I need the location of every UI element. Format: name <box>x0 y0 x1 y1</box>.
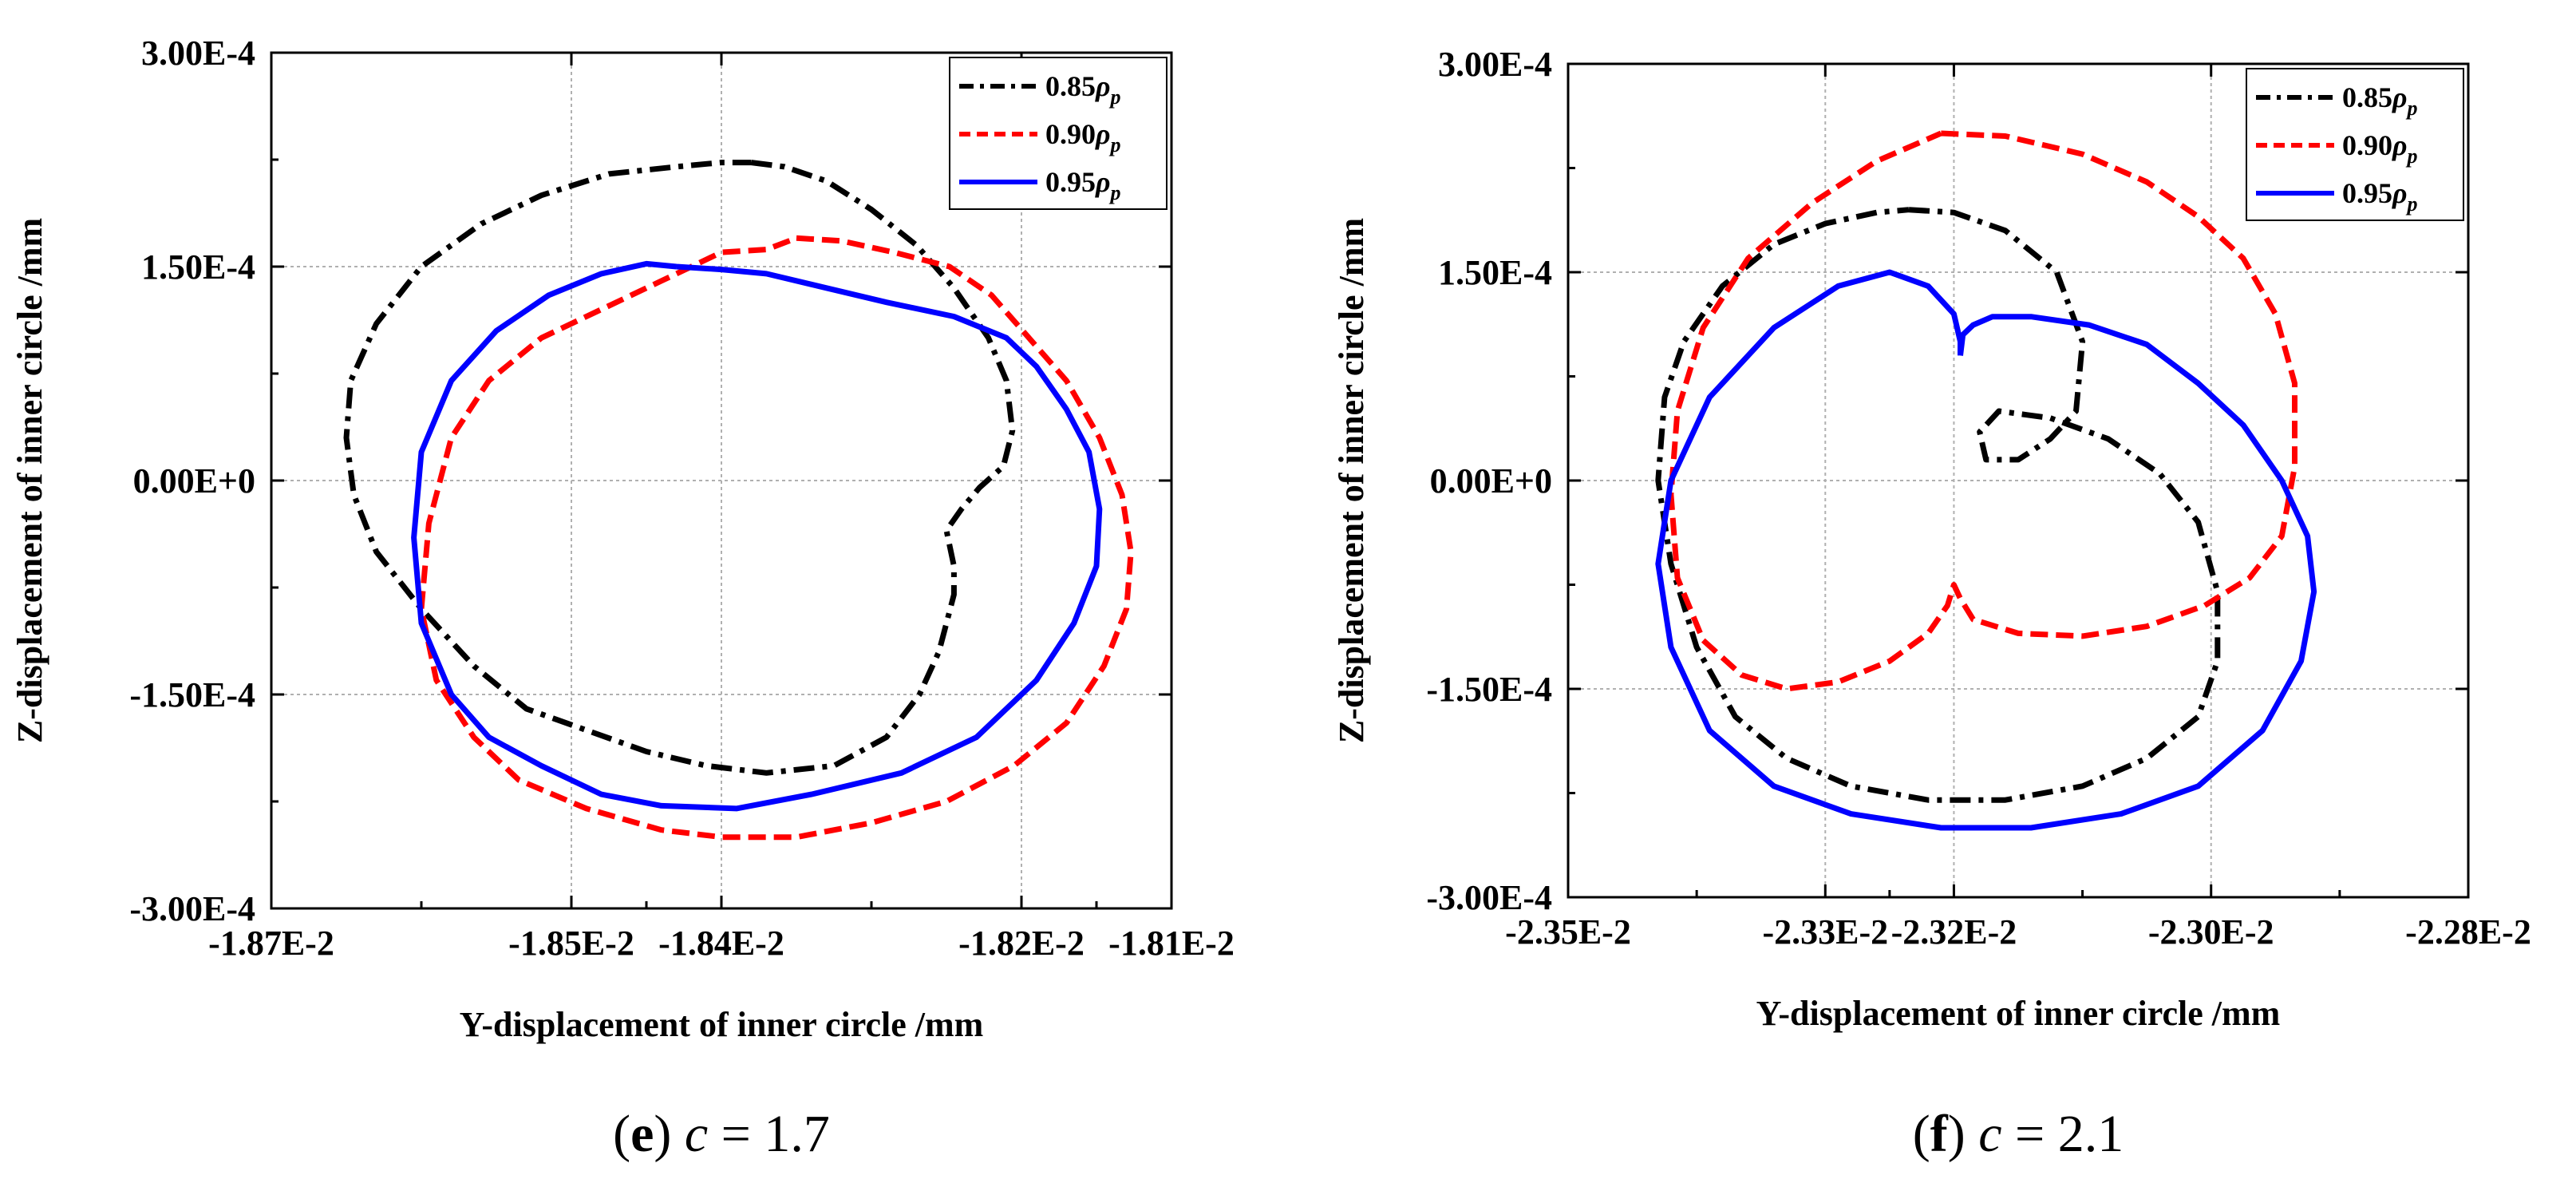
series-line-3 <box>411 260 1103 812</box>
series-line-2 <box>418 235 1134 841</box>
legend-subscript: p <box>2406 97 2418 120</box>
legend-rho: ρ <box>1095 166 1111 198</box>
x-tick-label: -2.35E-2 <box>1505 912 1631 952</box>
y-tick-label: 0.00E+0 <box>133 461 255 500</box>
panel-caption: (f) c = 2.1 <box>1913 1105 2124 1163</box>
legend-rho: ρ <box>2392 81 2408 113</box>
x-tick-label: -2.30E-2 <box>2148 912 2274 952</box>
series-line-1 <box>1655 207 2221 803</box>
panel-caption: (e) c = 1.7 <box>613 1105 830 1163</box>
x-tick-label: -1.84E-2 <box>658 924 784 963</box>
legend-rho: ρ <box>2392 129 2408 161</box>
x-axis-label: Y-displacement of inner circle /mm <box>1756 994 2281 1033</box>
y-tick-label: 1.50E-4 <box>1438 253 1552 292</box>
legend-subscript: p <box>2406 192 2418 216</box>
legend-rho: ρ <box>1095 118 1111 150</box>
y-axis-label: Z-displacement of inner circle /mm <box>10 218 49 743</box>
chart-panel-e: -1.87E-2 -1.85E-2 -1.84E-2 -1.82E-2 -1.81E-2… <box>10 34 1235 1163</box>
x-tick-label: -1.87E-2 <box>208 924 334 963</box>
series-line-3 <box>1655 269 2317 831</box>
series-line-1 <box>343 160 1016 776</box>
series-line-2 <box>1668 130 2297 692</box>
x-tick-label: -2.33E-2 <box>1762 912 1888 952</box>
y-tick-label: -3.00E-4 <box>1426 878 1552 917</box>
x-axis-label: Y-displacement of inner circle /mm <box>460 1005 984 1044</box>
legend-subscript: p <box>1109 181 1121 204</box>
chart-panel-f: -2.35E-2 -2.33E-2 -2.32E-2 -2.30E-2 -2.28E-2… <box>1332 45 2531 1163</box>
legend-subscript: p <box>1109 85 1121 109</box>
legend-subscript: p <box>1109 133 1121 156</box>
x-tick-label: -2.32E-2 <box>1891 912 2017 952</box>
y-tick-label: 3.00E-4 <box>141 34 255 73</box>
legend-rho: ρ <box>2392 177 2408 209</box>
series-group <box>343 160 1134 841</box>
x-tick-label: -1.81E-2 <box>1108 924 1235 963</box>
y-tick-label: -1.50E-4 <box>1426 670 1552 709</box>
x-tick-label: -1.85E-2 <box>508 924 634 963</box>
y-tick-label: -1.50E-4 <box>129 675 255 714</box>
x-tick-label: -1.82E-2 <box>958 924 1085 963</box>
y-tick-label: -3.00E-4 <box>129 889 255 928</box>
legend-rho: ρ <box>1095 70 1111 102</box>
x-tick-label: -2.28E-2 <box>2405 912 2531 952</box>
legend-subscript: p <box>2406 144 2418 168</box>
y-tick-label: 0.00E+0 <box>1430 461 1552 500</box>
series-group <box>1655 130 2317 831</box>
y-tick-label: 3.00E-4 <box>1438 45 1552 84</box>
y-tick-label: 1.50E-4 <box>141 247 255 287</box>
y-axis-label: Z-displacement of inner circle /mm <box>1332 218 1371 743</box>
